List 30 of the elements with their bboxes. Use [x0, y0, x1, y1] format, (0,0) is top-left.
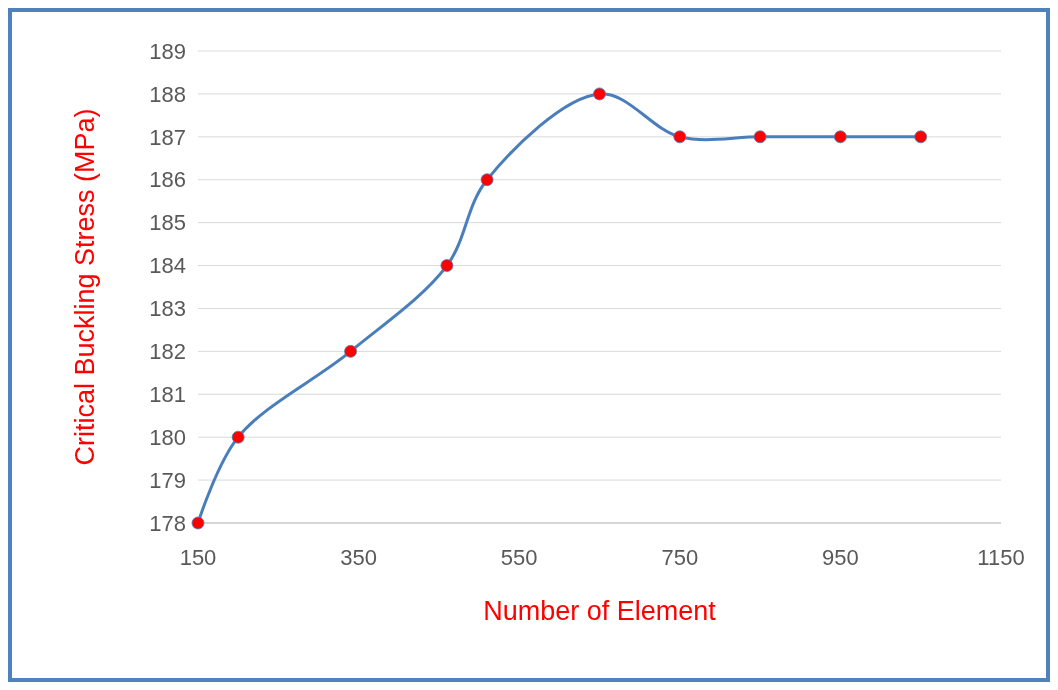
- y-tick-label: 182: [149, 339, 186, 365]
- y-tick-label: 184: [149, 253, 186, 279]
- point: [753, 130, 767, 144]
- point: [673, 130, 687, 144]
- y-tick-label: 186: [149, 167, 186, 193]
- point: [344, 344, 357, 358]
- x-tick-label: 750: [661, 545, 699, 570]
- x-tick-label: 550: [500, 545, 538, 570]
- y-tick-label: 185: [149, 210, 186, 236]
- point: [440, 259, 454, 272]
- x-tick-label: 1150: [977, 545, 1025, 570]
- x-tick-label: 150: [179, 545, 217, 570]
- point: [480, 173, 494, 187]
- point: [231, 430, 245, 444]
- y-tick-label: 183: [149, 296, 186, 322]
- y-tick-label: 189: [149, 38, 186, 64]
- y-tick-label: 187: [149, 124, 186, 150]
- x-tick-label: 950: [822, 545, 859, 570]
- y-tick-label: 178: [149, 510, 186, 536]
- point: [593, 87, 606, 101]
- y-tick-label: 181: [149, 381, 186, 407]
- y-tick-label: 179: [149, 467, 186, 493]
- y-tick-label: 188: [149, 81, 186, 107]
- point: [834, 130, 847, 144]
- point: [191, 516, 205, 530]
- point: [914, 130, 928, 144]
- y-tick-label: 180: [149, 424, 186, 450]
- x-axis-title: Number of Element: [483, 596, 717, 626]
- y-axis-title: Critical Buckling Stress (MPa): [70, 108, 100, 466]
- x-tick-label: 350: [340, 545, 377, 570]
